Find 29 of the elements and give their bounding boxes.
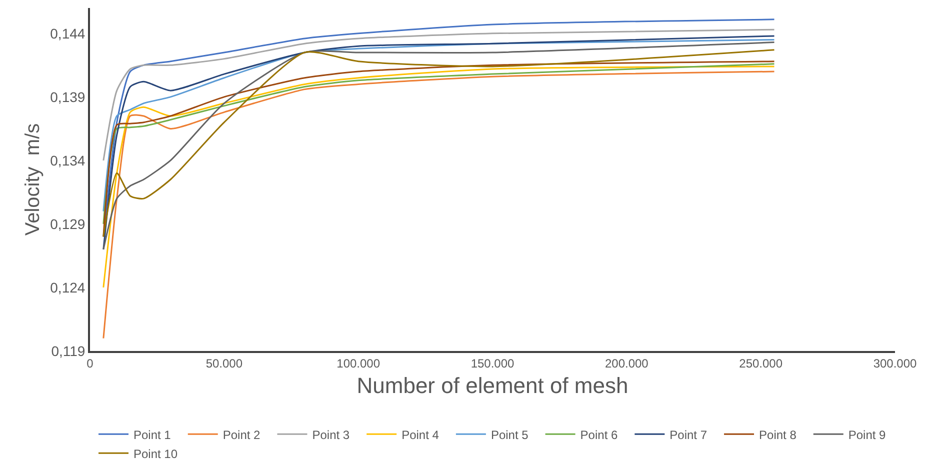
legend-label: Point 7: [670, 428, 708, 442]
x-tick-label: 200.000: [604, 356, 649, 370]
y-tick-label: 0,139: [50, 88, 86, 105]
y-tick-label: 0,134: [50, 152, 86, 168]
line-series: [102, 28, 775, 162]
y-tick-label: 0,129: [50, 216, 86, 232]
legend-label: Point 3: [312, 428, 350, 442]
x-tick-label: 300.000: [873, 356, 918, 370]
line-series: [102, 66, 775, 288]
legend-label: Point 5: [490, 428, 529, 442]
legend-label: Point 9: [848, 428, 886, 442]
x-tick-label: 50.000: [206, 356, 243, 370]
x-tick-label: 100.000: [336, 356, 380, 370]
legend-label: Point 8: [759, 428, 797, 442]
y-tick-label: 0,124: [50, 279, 86, 296]
legend-label: Point 10: [134, 446, 178, 461]
x-axis-title: Number of element of mesh: [356, 372, 628, 398]
legend-label: Point 2: [222, 428, 261, 442]
x-tick-label: 150.000: [470, 356, 515, 370]
y-axis-title: Velocity m/s: [22, 123, 44, 236]
x-tick-label: 0: [86, 356, 94, 370]
legend-label: Point 4: [402, 428, 440, 442]
line-series: [102, 70, 775, 340]
y-tick-label: 0,144: [50, 25, 86, 42]
line-series: [102, 39, 775, 212]
legend-label: Point 6: [580, 428, 618, 442]
x-tick-label: 250.000: [739, 356, 783, 370]
legend-label: Point 1: [134, 428, 172, 442]
y-tick-label: 0,119: [51, 342, 86, 359]
